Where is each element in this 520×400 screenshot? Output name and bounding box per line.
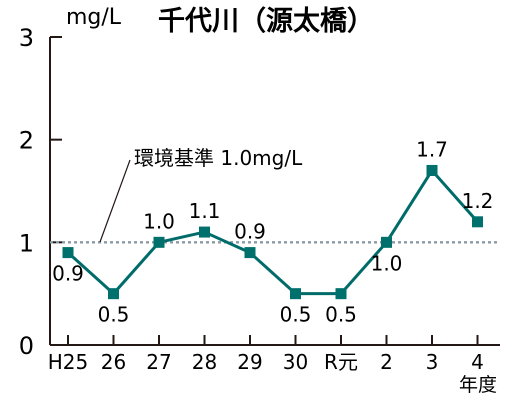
data-point bbox=[426, 164, 438, 176]
data-label: 0.5 bbox=[280, 303, 312, 327]
y-tick-label: 1 bbox=[19, 229, 34, 257]
data-point bbox=[199, 226, 210, 238]
data-label: 0.5 bbox=[325, 303, 357, 327]
data-label: 0.9 bbox=[234, 220, 266, 244]
x-tick-label: H25 bbox=[48, 350, 89, 374]
y-axis-unit: mg/L bbox=[66, 5, 122, 30]
data-point bbox=[335, 288, 347, 300]
data-point bbox=[108, 288, 119, 300]
x-tick-label: 26 bbox=[101, 350, 126, 374]
data-point bbox=[472, 216, 483, 228]
x-tick-label: R元 bbox=[324, 350, 358, 374]
data-label: 1.1 bbox=[189, 199, 221, 223]
data-label: 1.0 bbox=[143, 209, 175, 233]
y-ticks: 0 1 2 3 bbox=[19, 24, 62, 360]
chart-title: 千代川（源太橋） bbox=[158, 6, 374, 37]
data-label: 1.7 bbox=[416, 137, 448, 161]
data-point bbox=[381, 236, 392, 248]
y-tick-label: 2 bbox=[19, 127, 34, 155]
data-point bbox=[244, 247, 256, 259]
data-label: 1.0 bbox=[371, 251, 403, 275]
data-point bbox=[62, 247, 74, 259]
data-labels: 0.9 0.5 1.0 1.1 0.9 0.5 0.5 1.0 1.7 1.2 bbox=[52, 137, 493, 326]
y-tick-label: 0 bbox=[19, 332, 34, 360]
x-tick-label: 2 bbox=[380, 350, 393, 374]
x-ticks: H25 26 27 28 29 30 R元 2 3 4 bbox=[48, 335, 484, 374]
x-tick-label: 28 bbox=[192, 350, 217, 374]
reference-label: 環境基準 1.0mg/L bbox=[134, 146, 303, 170]
x-axis-unit: 年度 bbox=[459, 374, 497, 396]
x-tick-label: 3 bbox=[426, 350, 439, 374]
x-tick-label: 30 bbox=[283, 350, 308, 374]
x-tick-label: 29 bbox=[237, 350, 262, 374]
reference-leader-line bbox=[99, 159, 131, 243]
y-tick-label: 3 bbox=[19, 24, 34, 52]
data-markers bbox=[62, 164, 483, 300]
data-label: 1.2 bbox=[462, 189, 494, 213]
data-label: 0.9 bbox=[52, 262, 84, 286]
data-label: 0.5 bbox=[98, 303, 130, 327]
data-point bbox=[290, 288, 301, 300]
x-tick-label: 4 bbox=[471, 350, 484, 374]
data-point bbox=[153, 236, 165, 248]
series-line bbox=[66, 168, 479, 296]
x-tick-label: 27 bbox=[146, 350, 171, 374]
